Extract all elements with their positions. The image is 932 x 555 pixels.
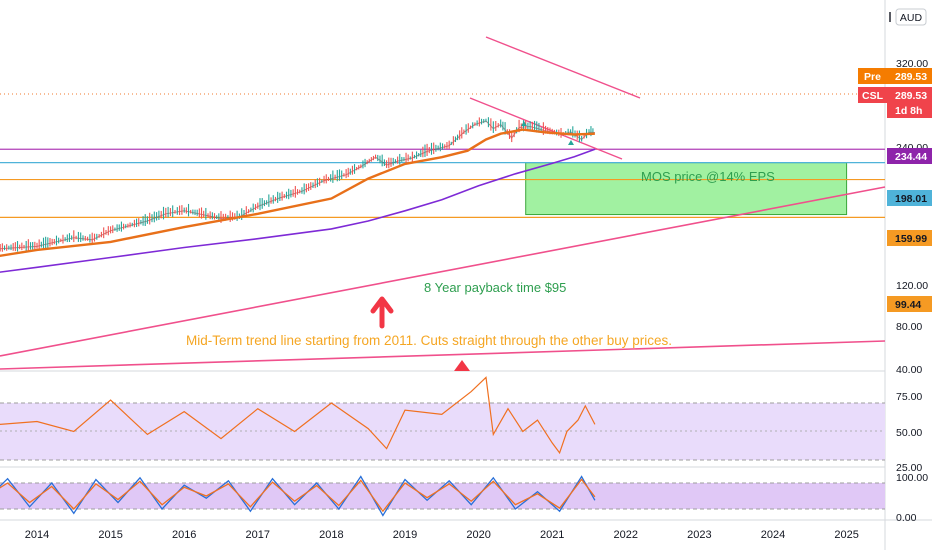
mos-label: MOS price @14% EPS xyxy=(641,169,775,184)
rsi-line xyxy=(0,376,596,455)
rsi-band xyxy=(0,403,885,460)
time-tick-label: 2020 xyxy=(466,529,490,541)
csl-tag-value: 289.53 xyxy=(895,90,927,102)
pre-tag-value: 289.53 xyxy=(895,71,927,83)
csl-tag: CSL 289.53 1d 8h xyxy=(858,87,932,118)
pre-tag-label: Pre xyxy=(864,71,881,83)
long-term-trend-line[interactable] xyxy=(0,340,886,370)
level-tag-99: 99.44 xyxy=(887,296,932,312)
up-marker-icon xyxy=(454,360,470,371)
time-tick-label: 2025 xyxy=(834,529,858,541)
channel-upper-line[interactable] xyxy=(485,36,641,99)
rsi-tick-label: 75.00 xyxy=(896,391,922,403)
arrow-up-icon xyxy=(370,296,394,329)
sma-long-line xyxy=(0,148,596,273)
time-tick-label: 2014 xyxy=(25,529,49,541)
time-tick-label: 2019 xyxy=(393,529,417,541)
price-tick-label: 120.00 xyxy=(896,280,928,292)
csl-tag-time: 1d 8h xyxy=(895,105,922,117)
pre-tag: Pre 289.53 xyxy=(858,68,932,84)
signal-triangle-2 xyxy=(568,140,574,145)
csl-tag-label: CSL xyxy=(862,90,884,102)
signal-triangle-1 xyxy=(521,121,527,126)
level-tag-160: 159.99 xyxy=(887,230,932,246)
level-tag-99-value: 99.44 xyxy=(895,299,921,311)
stoch-tick-label: 0.00 xyxy=(896,512,917,524)
rsi-tick-label: 25.00 xyxy=(896,462,922,474)
time-tick-label: 2022 xyxy=(614,529,638,541)
trend-note: Mid-Term trend line starting from 2011. … xyxy=(186,333,672,348)
currency-text: AUD xyxy=(900,12,923,24)
level-tag-198: 198.01 xyxy=(887,190,932,206)
price-axis[interactable]: 320.00240.00120.0080.0040.0075.0050.0025… xyxy=(896,58,928,524)
time-axis[interactable]: 2014 2015 2016 2017 2018 2019 2020 2021 2022 2023… xyxy=(25,529,859,541)
time-tick-label: 2015 xyxy=(98,529,122,541)
level-tag-234: 234.44 xyxy=(887,148,932,164)
level-tag-234-value: 234.44 xyxy=(895,151,927,163)
price-tick-label: 80.00 xyxy=(896,321,922,333)
time-tick-label: 2017 xyxy=(246,529,270,541)
payback-label: 8 Year payback time $95 xyxy=(424,280,566,295)
currency-label[interactable]: AUD xyxy=(895,8,927,26)
midterm-trend-line[interactable] xyxy=(0,186,886,357)
price-tick-label: 40.00 xyxy=(896,364,922,376)
time-tick-label: 2024 xyxy=(761,529,785,541)
mos-box[interactable] xyxy=(525,162,848,216)
stoch-d-line xyxy=(0,478,596,513)
level-tag-198-value: 198.01 xyxy=(895,193,927,205)
time-tick-label: 2016 xyxy=(172,529,196,541)
time-tick-label: 2021 xyxy=(540,529,564,541)
rsi-tick-label: 50.00 xyxy=(896,427,922,439)
price-tick-label: 320.00 xyxy=(896,58,928,70)
time-tick-label: 2023 xyxy=(687,529,711,541)
time-tick-label: 2018 xyxy=(319,529,343,541)
stoch-tick-label: 100.00 xyxy=(896,472,928,484)
level-tag-160-value: 159.99 xyxy=(895,233,927,245)
sma-short-line xyxy=(0,128,595,257)
